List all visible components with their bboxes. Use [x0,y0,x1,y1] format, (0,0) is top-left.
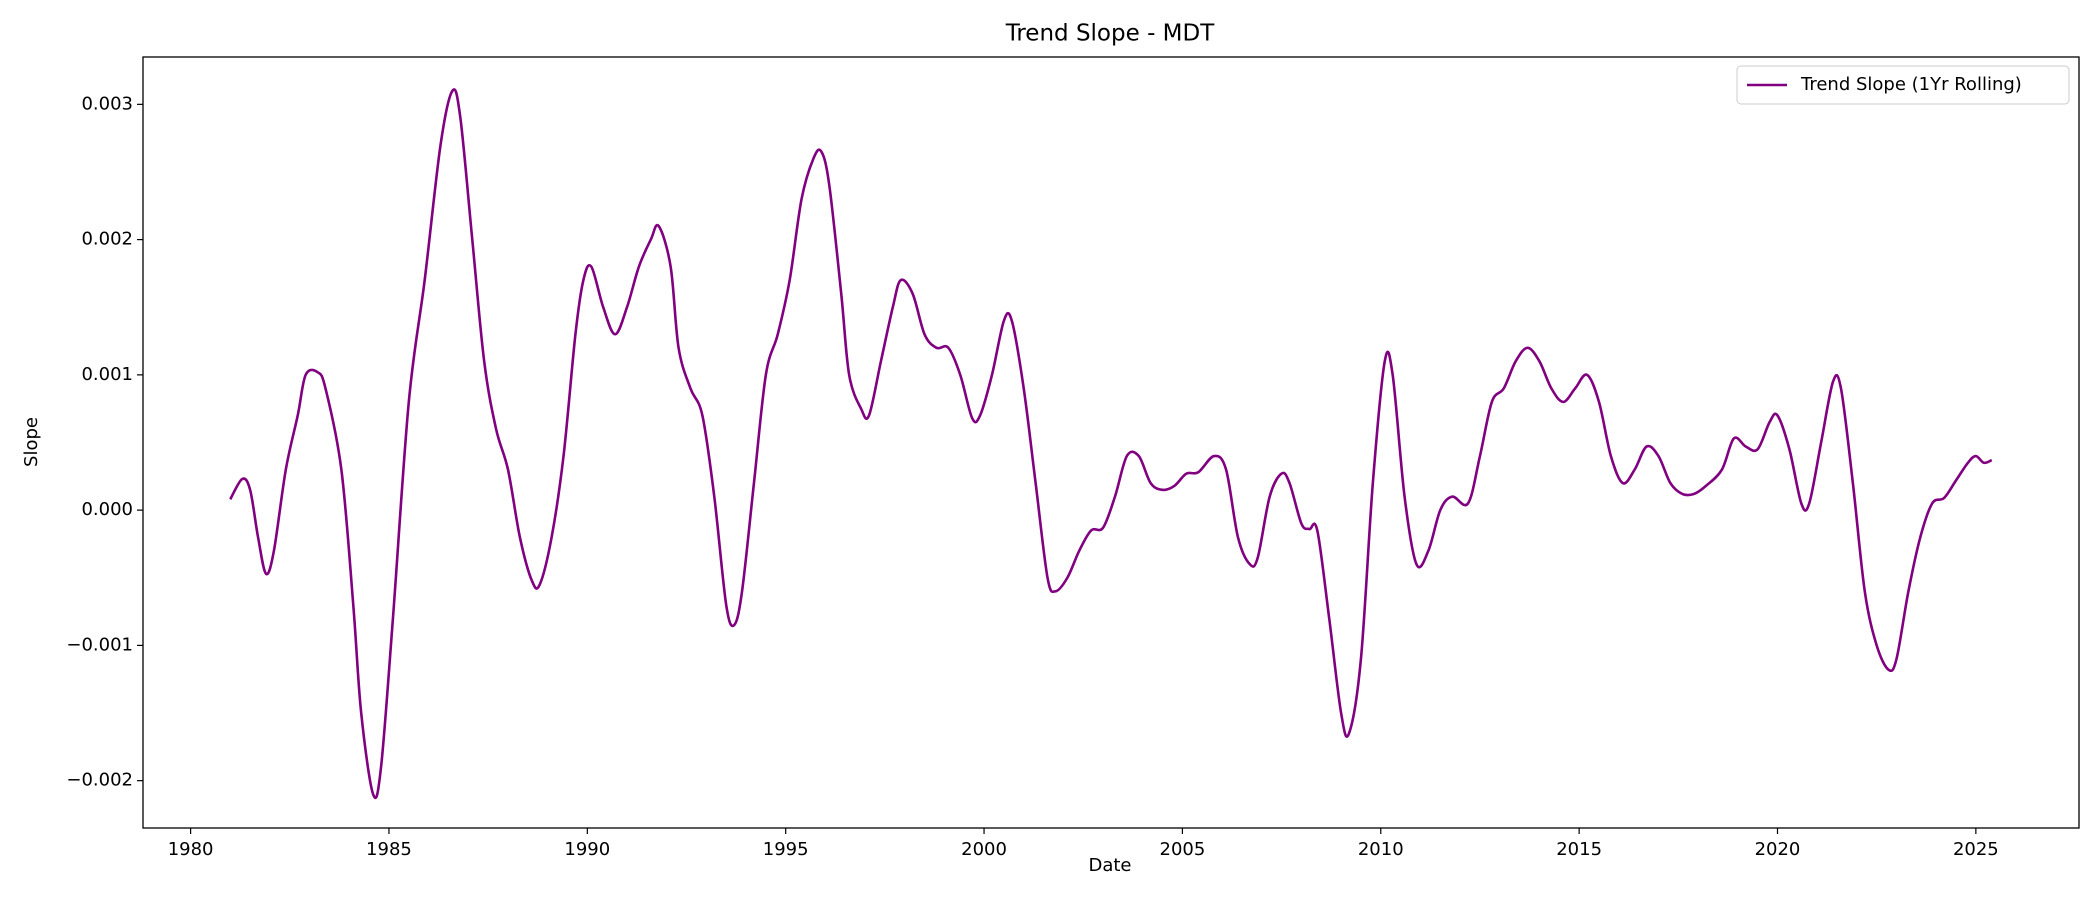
x-tick-label: 1980 [168,839,214,860]
legend-label: Trend Slope (1Yr Rolling) [1800,74,2022,95]
y-tick-label: −0.002 [66,770,133,791]
x-axis-label: Date [1088,855,1131,876]
x-tick-label: 2015 [1556,839,1602,860]
chart-title: Trend Slope - MDT [1005,21,1216,47]
y-tick-label: 0.001 [81,364,133,385]
x-tick-label: 2025 [1953,839,1999,860]
y-tick-label: 0.002 [81,229,133,250]
x-tick-label: 1985 [366,839,412,860]
legend-box [1736,65,2070,105]
y-axis-label: Slope [21,417,42,467]
y-tick-label: −0.001 [66,634,133,655]
y-tick-label: 0.000 [81,499,133,520]
x-tick-label: 1990 [564,839,610,860]
series-line [229,88,1993,800]
x-tick-label: 2000 [961,839,1007,860]
x-tick-label: 1995 [763,839,809,860]
x-tick-label: 2020 [1755,839,1801,860]
y-tick-label: 0.003 [81,93,133,114]
x-tick-label: 2010 [1358,839,1404,860]
plot-frame [142,56,2080,829]
x-tick-label: 2005 [1160,839,1206,860]
